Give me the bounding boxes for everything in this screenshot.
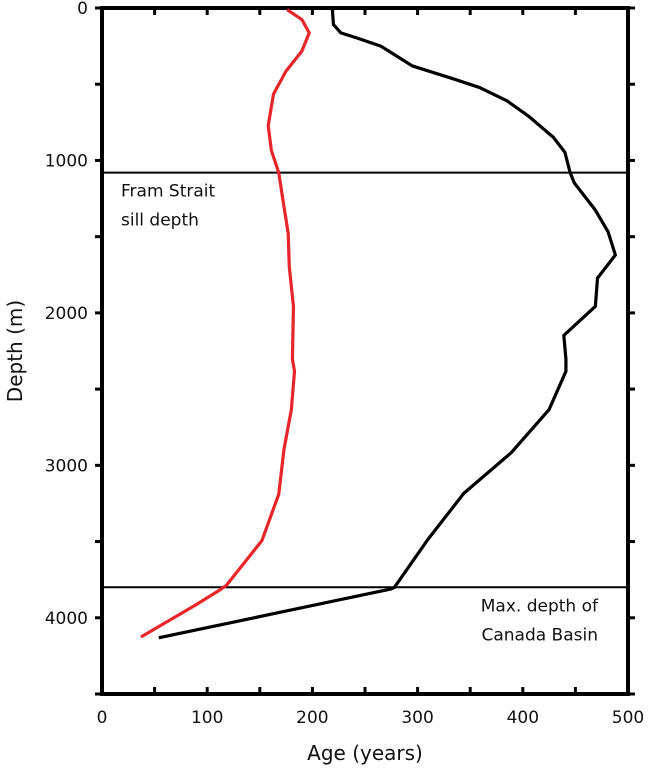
x-axis-label: Age (years) — [307, 741, 423, 765]
reference-label: Canada Basin — [481, 625, 598, 645]
y-tick-label: 2000 — [45, 304, 88, 324]
plot-frame — [100, 6, 630, 696]
series-line-1 — [158, 9, 617, 640]
series-line-0 — [140, 8, 311, 639]
y-axis-label: Depth (m) — [3, 300, 27, 402]
reference-label: Max. depth of — [481, 596, 599, 616]
x-tick-label: 400 — [507, 708, 539, 728]
y-tick-label: 4000 — [45, 609, 88, 629]
y-tick-label: 0 — [77, 0, 88, 19]
x-tick-label: 300 — [401, 708, 433, 728]
x-tick-label: 0 — [97, 708, 108, 728]
y-tick-label: 1000 — [45, 151, 88, 171]
reference-label: Fram Strait — [121, 182, 215, 202]
y-tick-label: 3000 — [45, 456, 88, 476]
reference-label: sill depth — [121, 211, 199, 231]
x-tick-label: 200 — [296, 708, 328, 728]
x-tick-label: 100 — [191, 708, 223, 728]
x-tick-label: 500 — [612, 708, 644, 728]
